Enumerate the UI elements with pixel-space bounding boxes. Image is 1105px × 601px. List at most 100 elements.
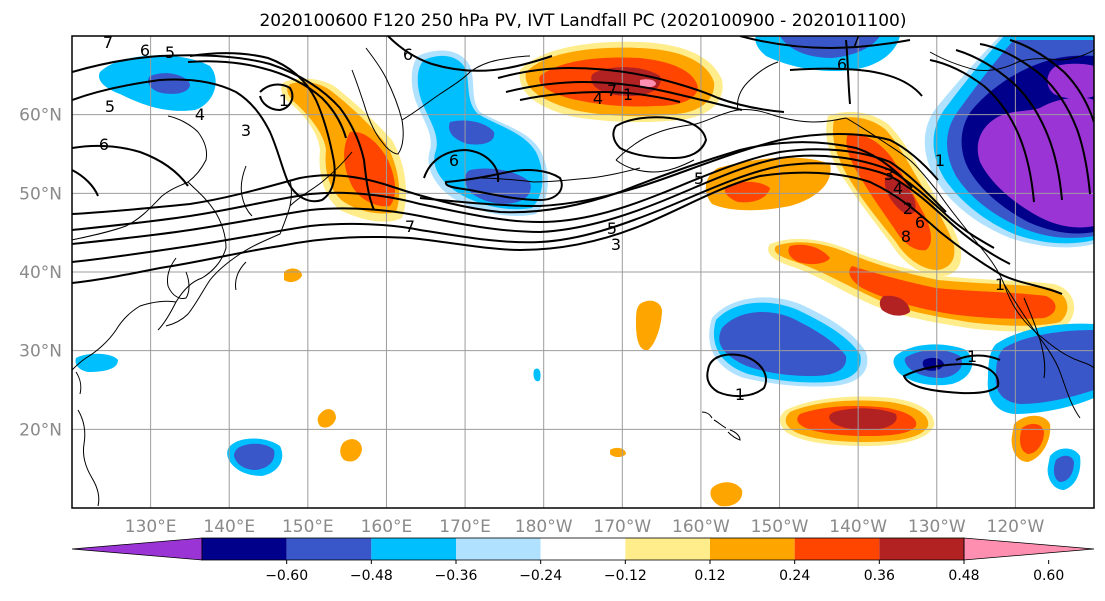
contour-line-24 [955, 49, 1063, 201]
coastline-kurils [240, 151, 353, 217]
contour-label-15: 5 [694, 169, 704, 188]
anomaly-blob-small-5 [1053, 455, 1074, 482]
lon-label-2: 150°E [282, 517, 334, 537]
contour-line-14 [187, 60, 347, 139]
contour-label-10: 7 [851, 31, 861, 50]
contour-line-15 [387, 36, 553, 72]
contour-label-16: 3 [884, 165, 894, 184]
contour-label-4: 5 [105, 97, 115, 116]
contour-label-26: 1 [995, 275, 1005, 294]
longitude-labels: 130°E 140°E 150°E 160°E 170°E 180°W 170°W 160°W… [125, 517, 1045, 537]
coastline-chukotka [401, 55, 531, 121]
contour-line-12 [72, 169, 99, 197]
contour-line-11 [72, 144, 189, 187]
anomaly-blob-hawaii-east-peak [829, 408, 897, 430]
colorbar-bin-5 [625, 538, 710, 560]
contour-label-6: 4 [195, 105, 205, 124]
anomaly-blob-small-9 [317, 409, 336, 428]
anomaly-blob-kamchatka-core [344, 131, 396, 207]
contour-label-1: 6 [140, 41, 150, 60]
contour-line-16 [497, 66, 785, 113]
contour-label-12: 7 [607, 81, 617, 100]
anomaly-blob-small-3 [1020, 423, 1044, 454]
colorbar-bin-7 [794, 538, 880, 560]
colorbar-bin-4 [540, 538, 626, 560]
contour-label-21: 7 [405, 217, 415, 236]
contour-label-23: 3 [611, 235, 621, 254]
contour-label-19: 6 [915, 213, 925, 232]
contour-label-14: 4 [593, 89, 603, 108]
lat-label-3: 30°N [19, 342, 62, 362]
coastline-bc [845, 117, 1094, 369]
contour-label-5: 6 [99, 135, 109, 154]
coastline-taiwan [75, 371, 82, 395]
anomaly-blob-small-8 [340, 439, 362, 462]
anomaly-blob-nw-core [148, 73, 190, 94]
colorbar-label-4: −0.12 [604, 568, 647, 584]
lon-label-6: 170°W [593, 517, 651, 537]
contour-label-7: 3 [241, 121, 251, 140]
anomaly-blob-small-16 [724, 181, 770, 203]
contour-label-8: 1 [279, 91, 289, 110]
pv-contours [72, 36, 1094, 398]
anomaly-blob-alaska-pink [640, 79, 656, 88]
colorbar-bin-2 [371, 538, 456, 560]
coastline-philippines [77, 409, 100, 507]
anomaly-blob-bering-core2 [448, 120, 495, 145]
lon-label-10: 130°W [908, 517, 966, 537]
lat-label-0: 60°N [19, 106, 62, 126]
colorbar-bin-8 [879, 538, 964, 560]
map-frame [71, 35, 1095, 509]
contour-line-19 [612, 116, 708, 160]
contour-line-3 [72, 154, 995, 249]
colorbar-bin-3 [456, 538, 541, 560]
contour-line-7 [444, 169, 563, 202]
colorbar-frame [201, 537, 965, 561]
anomaly-blob-small-1 [636, 300, 662, 351]
contour-label-13: 1 [623, 85, 633, 104]
contour-line-23 [929, 59, 1035, 203]
contour-label-22: 5 [607, 219, 617, 238]
contour-line-8 [423, 148, 500, 183]
lat-label-4: 20°N [19, 420, 62, 440]
contour-line-18 [519, 90, 681, 103]
anomaly-blob-nw-canada-max2 [1047, 63, 1094, 99]
anomaly-blob-subtropical-ridge-core2 [849, 266, 1056, 319]
map-title: 2020100600 F120 250 hPa PV, IVT Landfall… [259, 11, 906, 31]
colorbar-label-8: 0.48 [948, 568, 979, 584]
contour-line-27 [706, 353, 767, 398]
coastline-kamchatka [351, 47, 404, 155]
contour-line-28 [902, 362, 1000, 395]
colorbar-label-0: −0.60 [265, 568, 308, 584]
colorbar-label-1: −0.48 [350, 568, 393, 584]
colorbar-label-5: 0.12 [694, 568, 725, 584]
colorbar-extend-high [963, 537, 1095, 561]
contour-line-9 [72, 52, 336, 203]
anomaly-blob-small-7 [234, 443, 275, 470]
contour-line-13 [259, 83, 294, 112]
contour-label-0: 7 [103, 33, 113, 52]
contour-label-24: 1 [735, 385, 745, 404]
coastline-arctic [929, 49, 1094, 71]
colorbar-label-2: −0.36 [435, 568, 478, 584]
pv-anomaly-shading [75, 36, 1094, 507]
colorbar-label-7: 0.36 [864, 568, 895, 584]
contour-label-2: 5 [165, 43, 175, 62]
colorbar-label-6: 0.24 [779, 568, 810, 584]
colorbar-extend-low [71, 537, 203, 561]
contour-line-4 [72, 148, 947, 231]
lon-label-3: 160°E [361, 517, 413, 537]
anomaly-blob-small-12 [710, 482, 743, 507]
contour-label-18: 2 [903, 199, 913, 218]
lon-label-8: 150°W [751, 517, 809, 537]
contour-line-26 [1009, 39, 1094, 123]
lon-label-5: 180°W [515, 517, 573, 537]
anomaly-blob-nw-canada-max [977, 97, 1094, 228]
lat-label-1: 50°N [19, 184, 62, 204]
contour-line-29 [955, 354, 1001, 361]
coastlines [72, 47, 1094, 507]
colorbar-bin-6 [710, 538, 795, 560]
